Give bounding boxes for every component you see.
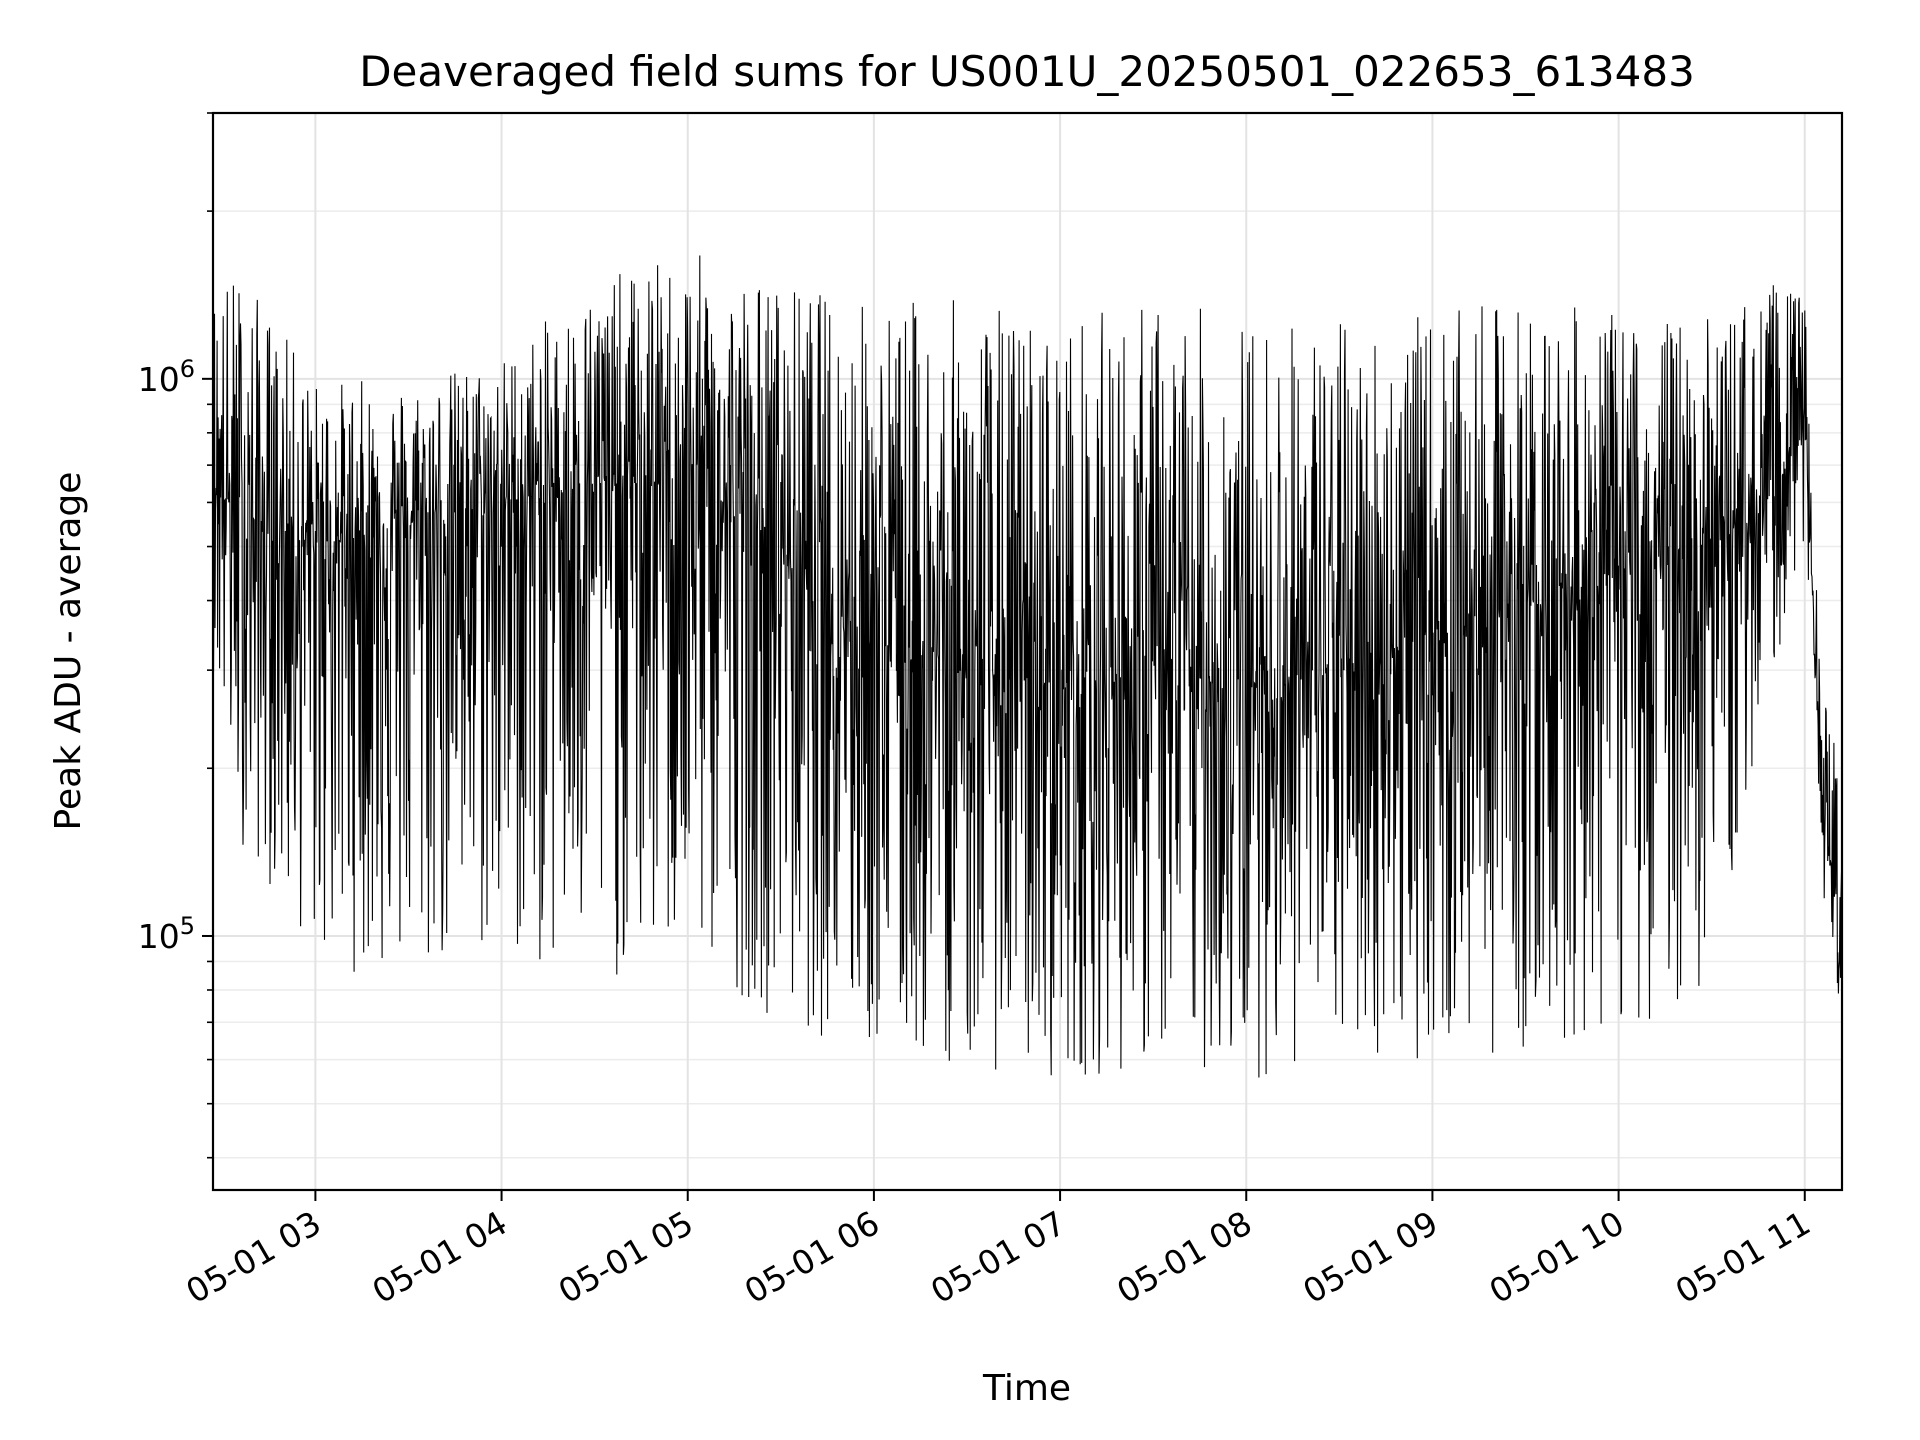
y-tick-exponent: 6 xyxy=(180,355,195,383)
x-tick-label: 05-01 03 xyxy=(179,1203,327,1311)
x-tick-label: 05-01 11 xyxy=(1669,1203,1817,1311)
chart-title: Deaveraged field sums for US001U_2025050… xyxy=(359,47,1695,96)
y-tick-exponent: 5 xyxy=(180,912,195,940)
series-line xyxy=(212,255,1843,1078)
x-tick-label: 05-01 09 xyxy=(1296,1203,1444,1311)
y-tick-label: 105 xyxy=(138,912,195,956)
x-tick-label: 05-01 07 xyxy=(924,1203,1072,1311)
x-tick-label: 05-01 05 xyxy=(552,1203,700,1311)
x-axis-label: Time xyxy=(982,1368,1071,1409)
x-tick-label: 05-01 06 xyxy=(738,1203,886,1311)
y-tick-base: 10 xyxy=(138,917,180,956)
x-tick-label: 05-01 04 xyxy=(366,1203,514,1311)
plot-frame xyxy=(211,111,1844,1192)
y-tick-base: 10 xyxy=(138,360,180,399)
y-tick-label: 106 xyxy=(138,355,195,399)
x-tick-label: 05-01 08 xyxy=(1110,1203,1258,1311)
x-tick-label: 05-01 10 xyxy=(1483,1203,1631,1311)
y-axis-label: Peak ADU - average xyxy=(48,472,89,831)
data-series-path xyxy=(212,255,1843,1078)
